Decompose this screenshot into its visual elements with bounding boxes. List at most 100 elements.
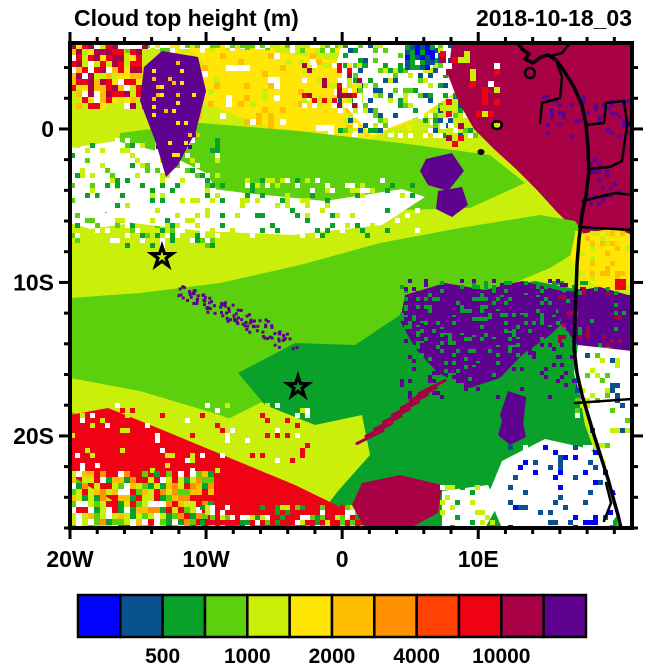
speckle [180, 85, 184, 89]
speckle [536, 385, 540, 389]
speckle [485, 510, 490, 515]
speckle [494, 87, 500, 93]
speckle [597, 170, 601, 174]
colorbar-cell [415, 593, 461, 639]
speckle [148, 513, 154, 519]
speckle [130, 483, 136, 489]
speckle [618, 339, 622, 343]
speckle [170, 43, 175, 48]
speckle [452, 99, 458, 105]
speckle [602, 335, 606, 339]
stipple-dot [181, 296, 185, 300]
speckle [550, 115, 554, 119]
speckle [106, 85, 112, 91]
speckle [268, 65, 274, 71]
speckle [348, 128, 353, 133]
speckle [75, 453, 80, 458]
speckle [245, 438, 250, 443]
speckle [593, 515, 598, 520]
speckle [88, 495, 94, 501]
speckle [105, 443, 110, 448]
speckle [573, 505, 578, 510]
speckle [523, 445, 528, 450]
speckle [348, 48, 353, 53]
border-8 [602, 481, 613, 523]
speckle [492, 279, 496, 283]
speckle [100, 79, 106, 85]
speckle [508, 500, 513, 505]
speckle [270, 443, 275, 448]
speckle [80, 168, 85, 173]
speckle [125, 223, 130, 228]
speckle [390, 203, 395, 208]
speckle [250, 515, 255, 520]
speckle [589, 170, 593, 174]
speckle [155, 233, 160, 238]
speckle [196, 513, 202, 519]
speckle [210, 510, 215, 515]
speckle [568, 337, 572, 341]
speckle [154, 471, 160, 477]
speckle [468, 128, 473, 133]
speckle [195, 223, 200, 228]
speckle [160, 513, 166, 519]
speckle [358, 88, 363, 93]
speckle [428, 78, 433, 83]
speckle [540, 321, 544, 325]
speckle [416, 333, 420, 337]
colorbar-cell [288, 593, 334, 639]
speckle [118, 73, 124, 79]
speckle [610, 111, 614, 115]
speckle [440, 141, 446, 147]
speckle [140, 148, 145, 153]
speckle [100, 85, 106, 91]
speckle [608, 520, 613, 525]
speckle [553, 455, 558, 460]
speckle [468, 315, 472, 319]
speckle [353, 73, 358, 78]
speckle [585, 373, 590, 378]
speckle [136, 91, 142, 97]
speckle [558, 460, 563, 465]
speckle [558, 335, 562, 339]
speckle [482, 111, 488, 117]
speckle [404, 311, 408, 315]
speckle [494, 69, 500, 75]
speckle [548, 343, 552, 347]
speckle [310, 53, 316, 59]
speckle [160, 93, 164, 97]
speckle [112, 103, 118, 109]
speckle [553, 510, 558, 515]
speckle [618, 315, 622, 319]
speckle [600, 231, 605, 236]
speckle [583, 500, 588, 505]
speckle [305, 43, 310, 48]
speckle [88, 85, 94, 91]
speckle [563, 455, 568, 460]
speckle [588, 485, 593, 490]
speckle [130, 73, 136, 79]
speckle [112, 507, 118, 513]
speckle [532, 321, 536, 325]
speckle [165, 43, 170, 48]
stipple-dot [243, 324, 247, 328]
speckle [455, 510, 460, 515]
speckle [210, 505, 215, 510]
speckle [430, 55, 435, 60]
speckle [480, 337, 484, 341]
speckle [265, 418, 270, 423]
speckle [130, 489, 136, 495]
speckle [88, 519, 94, 525]
speckle [568, 495, 573, 500]
speckle [348, 113, 353, 118]
speckle [532, 351, 536, 355]
speckle [205, 208, 210, 213]
speckle [412, 317, 416, 321]
speckle [118, 513, 124, 519]
speckle [110, 218, 115, 223]
speckle [446, 135, 452, 141]
speckle [523, 490, 528, 495]
speckle [460, 309, 464, 313]
speckle [305, 213, 310, 218]
speckle [589, 162, 593, 166]
